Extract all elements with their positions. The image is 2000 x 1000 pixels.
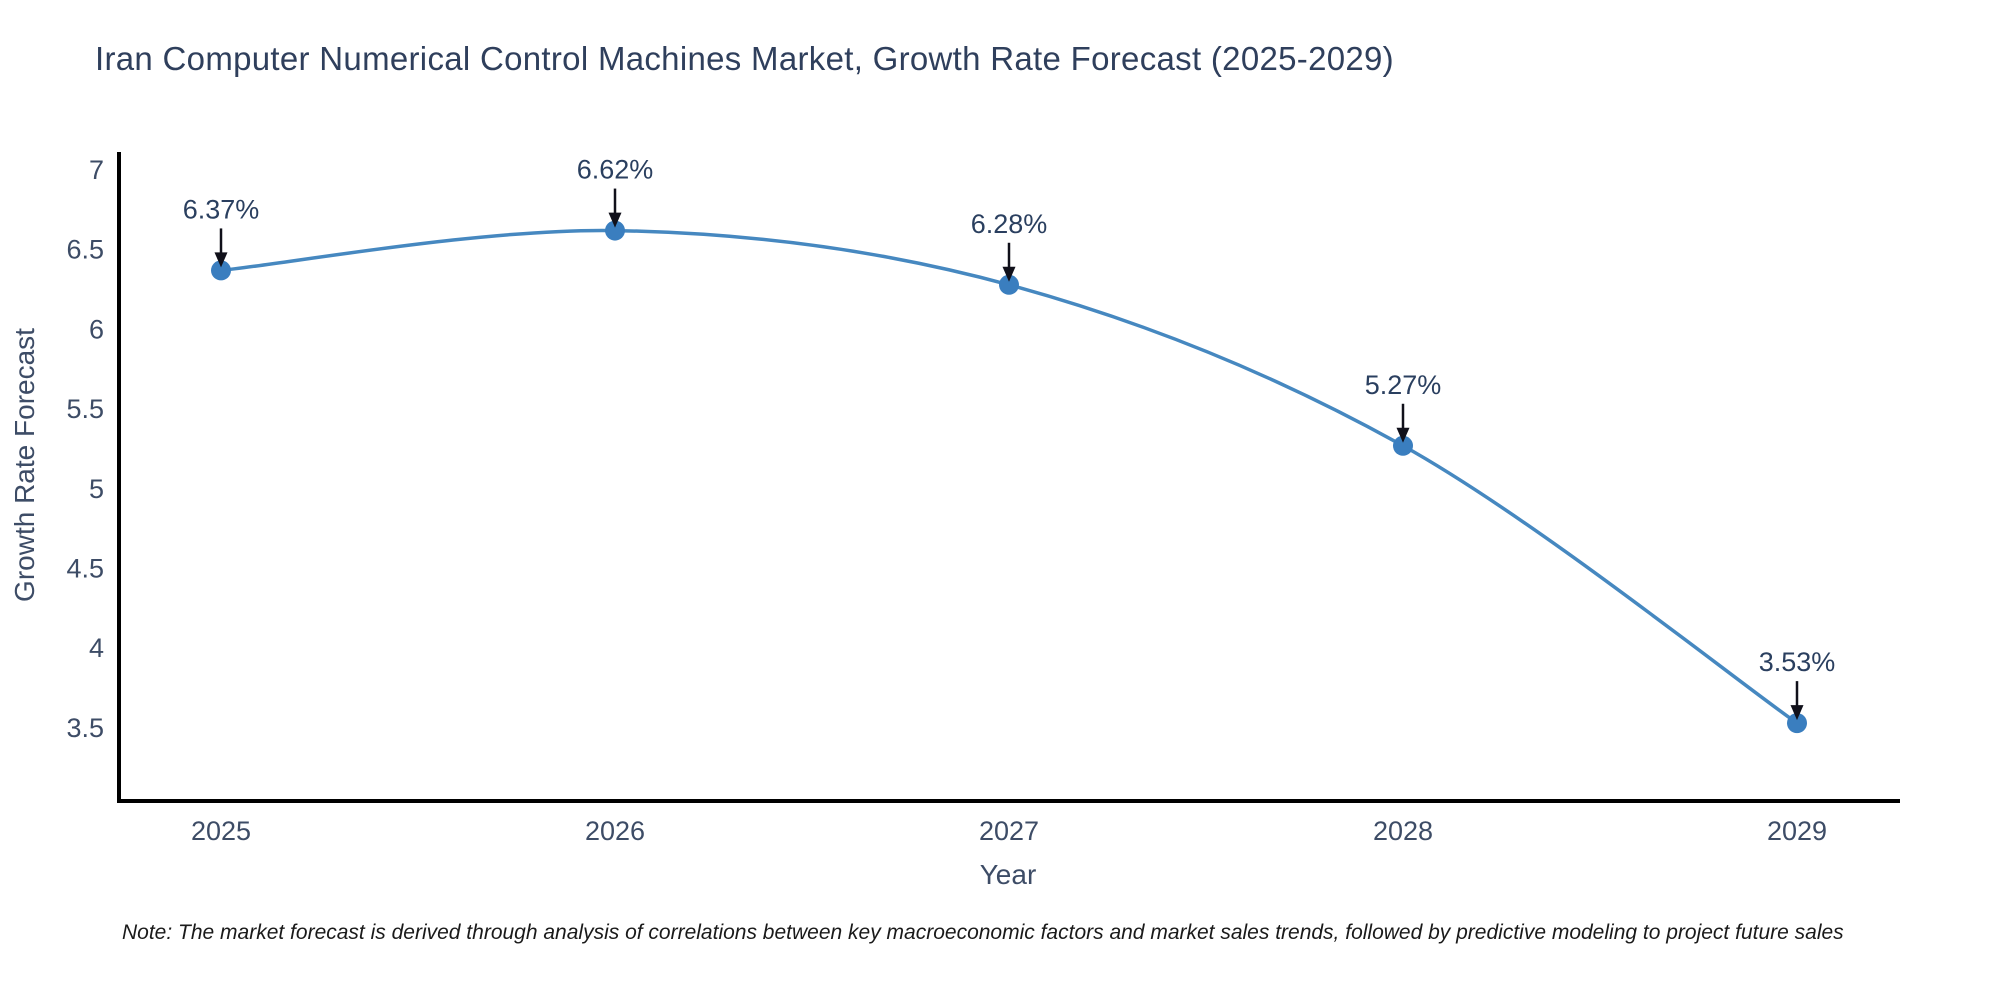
x-tick-label: 2027 <box>979 816 1039 846</box>
annotation-layer: 6.37% 6.62% 6.28% 5.27% 3.53% <box>183 155 1836 721</box>
data-point-marker <box>999 274 1019 295</box>
x-tick-label: 2029 <box>1767 816 1827 846</box>
x-tick-label: 2026 <box>585 816 645 846</box>
data-point-marker <box>211 260 231 281</box>
growth-rate-line-chart: 6.37% 6.62% 6.28% 5.27% 3.53% 7 6.5 6 5.5 5 4.5 4 3… <box>9 152 1900 890</box>
axes-layer <box>117 152 1900 803</box>
annotation-arrowhead-icon <box>608 212 622 228</box>
y-tick-label: 5 <box>89 474 104 504</box>
annotation-arrowhead-icon <box>1002 266 1016 282</box>
y-axis-title: Growth Rate Forecast <box>9 328 40 602</box>
y-tick-label: 6 <box>89 314 104 344</box>
point-annotation: 6.37% <box>183 194 260 268</box>
y-tick-label: 5.5 <box>66 394 104 424</box>
x-tick-label: 2028 <box>1373 816 1433 846</box>
line-series-layer <box>211 220 1807 734</box>
x-tick-label: 2025 <box>191 816 251 846</box>
point-annotation: 6.62% <box>577 155 654 228</box>
y-tick-label: 4 <box>89 633 104 663</box>
y-tick-label: 6.5 <box>66 235 104 265</box>
point-annotation: 5.27% <box>1365 370 1442 443</box>
ticks-layer: 7 6.5 6 5.5 5 4.5 4 3.5 2025 2026 2027 2028 2029 <box>66 155 1827 846</box>
chart-title: Iran Computer Numerical Control Machines… <box>95 40 1394 77</box>
y-tick-label: 4.5 <box>66 554 104 584</box>
y-tick-label: 7 <box>89 155 104 185</box>
growth-rate-line <box>219 228 1799 725</box>
data-point-marker <box>1393 435 1413 456</box>
point-annotation: 6.28% <box>971 209 1048 282</box>
y-tick-label: 3.5 <box>66 713 104 743</box>
point-value-label: 5.27% <box>1365 370 1442 400</box>
data-point-marker <box>605 220 625 241</box>
point-value-label: 6.62% <box>577 155 654 185</box>
footnote: Note: The market forecast is derived thr… <box>122 921 1844 944</box>
point-annotation: 3.53% <box>1759 647 1836 721</box>
annotation-arrowhead-icon <box>1396 427 1410 443</box>
point-value-label: 3.53% <box>1759 647 1836 677</box>
annotation-arrowhead-icon <box>214 252 228 268</box>
point-value-label: 6.37% <box>183 194 260 224</box>
point-value-label: 6.28% <box>971 209 1048 239</box>
annotation-arrowhead-icon <box>1790 705 1804 721</box>
data-point-marker <box>1787 713 1807 734</box>
x-axis-title: Year <box>980 859 1037 890</box>
